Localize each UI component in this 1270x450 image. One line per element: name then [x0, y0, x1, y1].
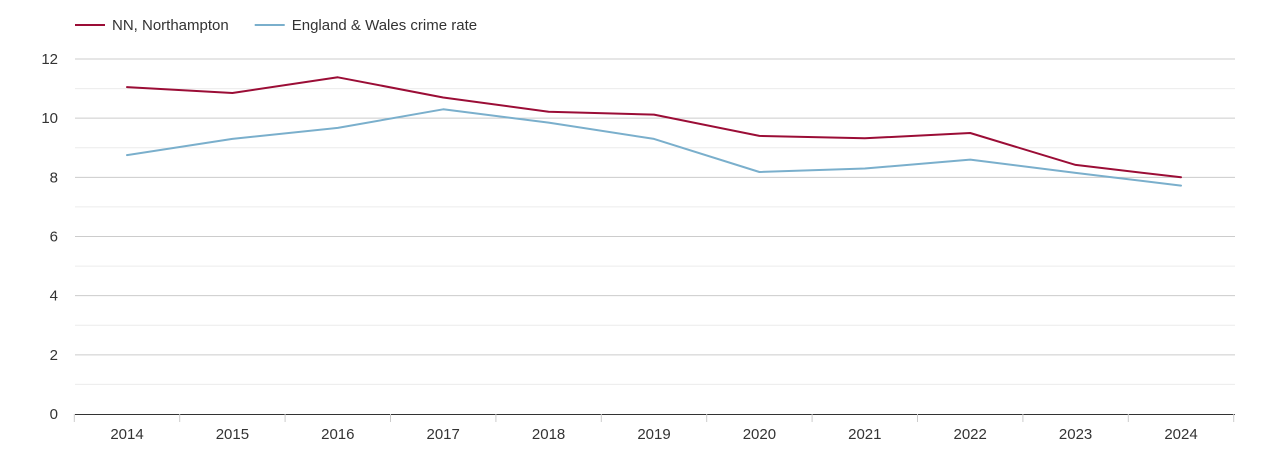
x-tick-label: 2021 — [848, 426, 881, 443]
x-tick-label: 2015 — [216, 426, 249, 443]
x-tick-label: 2014 — [110, 426, 143, 443]
x-tick-label: 2016 — [321, 426, 354, 443]
y-tick-label: 10 — [41, 110, 58, 127]
legend-label: England & Wales crime rate — [292, 17, 477, 34]
legend-label: NN, Northampton — [112, 17, 229, 34]
series-layer — [126, 76, 1182, 187]
series-line-0 — [126, 76, 1182, 179]
y-tick-label: 0 — [50, 406, 58, 423]
y-tick-label: 2 — [50, 347, 58, 364]
legend: NN, Northampton England & Wales crime rat… — [75, 17, 477, 34]
series-line-1 — [126, 108, 1182, 187]
x-tick-label: 2018 — [532, 426, 565, 443]
x-tick-label: 2024 — [1164, 426, 1197, 443]
x-tick-label: 2017 — [427, 426, 460, 443]
y-tick-label: 12 — [41, 51, 58, 68]
y-tick-label: 8 — [50, 169, 58, 186]
y-axis: 0 2 4 6 8 10 12 — [41, 51, 58, 423]
x-tick-label: 2022 — [954, 426, 987, 443]
legend-item[interactable]: NN, Northampton — [75, 17, 229, 34]
x-tick-label: 2020 — [743, 426, 776, 443]
legend-item[interactable]: England & Wales crime rate — [254, 17, 477, 34]
x-axis: 2014 2015 2016 2017 2018 2019 2020 2021 2022 2023… — [73, 414, 1235, 443]
x-tick-label: 2019 — [637, 426, 670, 443]
y-tick-label: 6 — [50, 229, 58, 246]
y-tick-label: 4 — [50, 288, 58, 305]
gridlines — [75, 58, 1235, 385]
x-tick-label: 2023 — [1059, 426, 1092, 443]
